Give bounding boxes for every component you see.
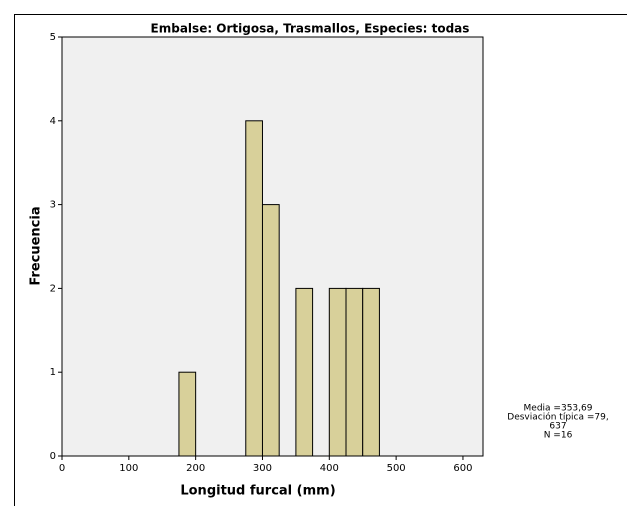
chart-title: Embalse: Ortigosa, Trasmallos, Especies:… [151, 22, 470, 36]
bar [362, 287, 380, 457]
x-tick-label: 300 [253, 463, 272, 474]
x-tick-label: 500 [387, 463, 406, 474]
bar [295, 287, 314, 457]
stats-line: Media =353,69 [524, 404, 593, 414]
bar [328, 287, 347, 457]
bar [178, 371, 197, 457]
y-tick-label: 1 [50, 367, 56, 378]
x-tick-label: 600 [453, 463, 472, 474]
stats-line: N =16 [544, 431, 573, 441]
y-axis-label: Frecuencia [29, 206, 44, 285]
bar [345, 287, 364, 457]
stats-line: 637 [549, 422, 566, 432]
bar [245, 120, 263, 457]
x-tick-label: 400 [320, 463, 339, 474]
y-tick-label: 0 [50, 451, 56, 462]
stats-line: Desviación típica =79, [507, 412, 608, 423]
bar [261, 204, 280, 457]
frame [14, 14, 627, 506]
y-tick-label: 5 [50, 32, 56, 43]
y-tick-label: 2 [50, 283, 56, 294]
x-tick-label: 100 [119, 463, 138, 474]
x-tick-label: 200 [186, 463, 205, 474]
x-axis-label: Longitud furcal (mm) [180, 484, 335, 499]
y-tick-label: 4 [50, 116, 56, 127]
y-tick-label: 3 [50, 200, 56, 211]
x-tick-label: 0 [59, 463, 65, 474]
